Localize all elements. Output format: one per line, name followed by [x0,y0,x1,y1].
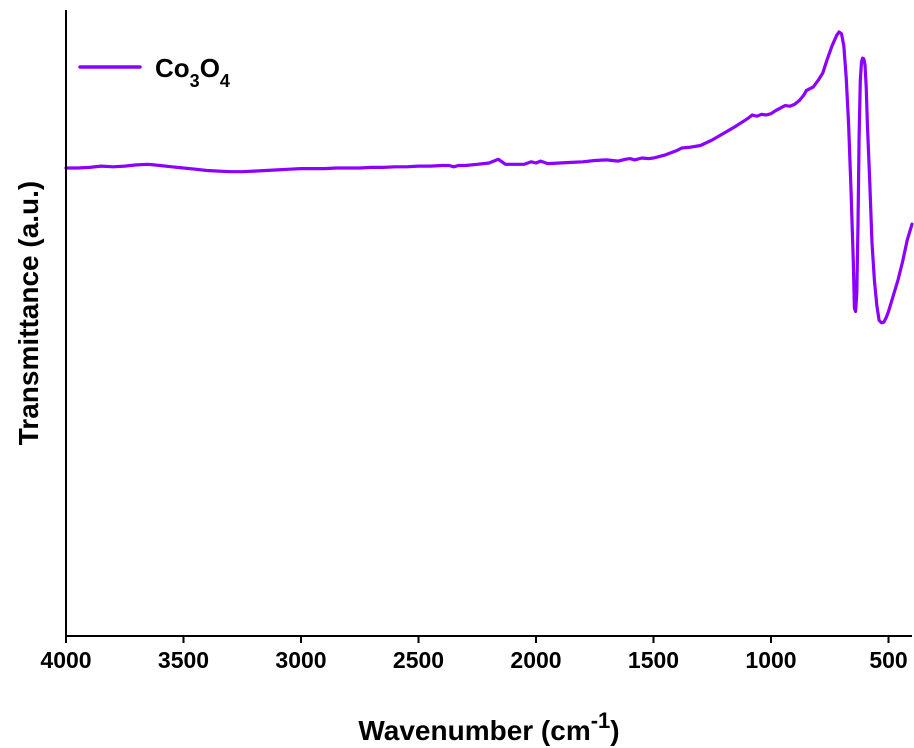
legend-label-mid: O [200,53,220,83]
plot-area [64,30,914,325]
x-tick-label: 500 [869,647,907,673]
legend-label: Co3O4 [155,53,230,91]
x-tick-label: 3000 [275,647,326,673]
x-tick-label: 4000 [40,647,91,673]
x-axis-title-main: Wavenumber (cm [358,715,590,746]
x-tick-label: 2500 [393,647,444,673]
series-line-co3o4 [64,30,914,325]
x-axis-title-sup: -1 [591,708,611,733]
x-tick-label: 3500 [158,647,209,673]
x-axis-title-close: ) [610,715,619,746]
x-axis-title: Wavenumber (cm-1) [358,708,619,746]
x-tick-label: 1500 [628,647,679,673]
x-tick-label: 1000 [745,647,796,673]
legend-label-sub-2: 4 [220,71,230,91]
x-axis-ticks: 4000 3500 3000 2500 2000 1500 1000 500 [40,636,908,673]
y-axis-title: Transmittance (a.u.) [13,181,44,446]
legend-label-main: Co [155,53,190,83]
legend-label-sub-1: 3 [190,71,200,91]
x-tick-label: 2000 [510,647,561,673]
legend: Co3O4 [78,53,230,91]
